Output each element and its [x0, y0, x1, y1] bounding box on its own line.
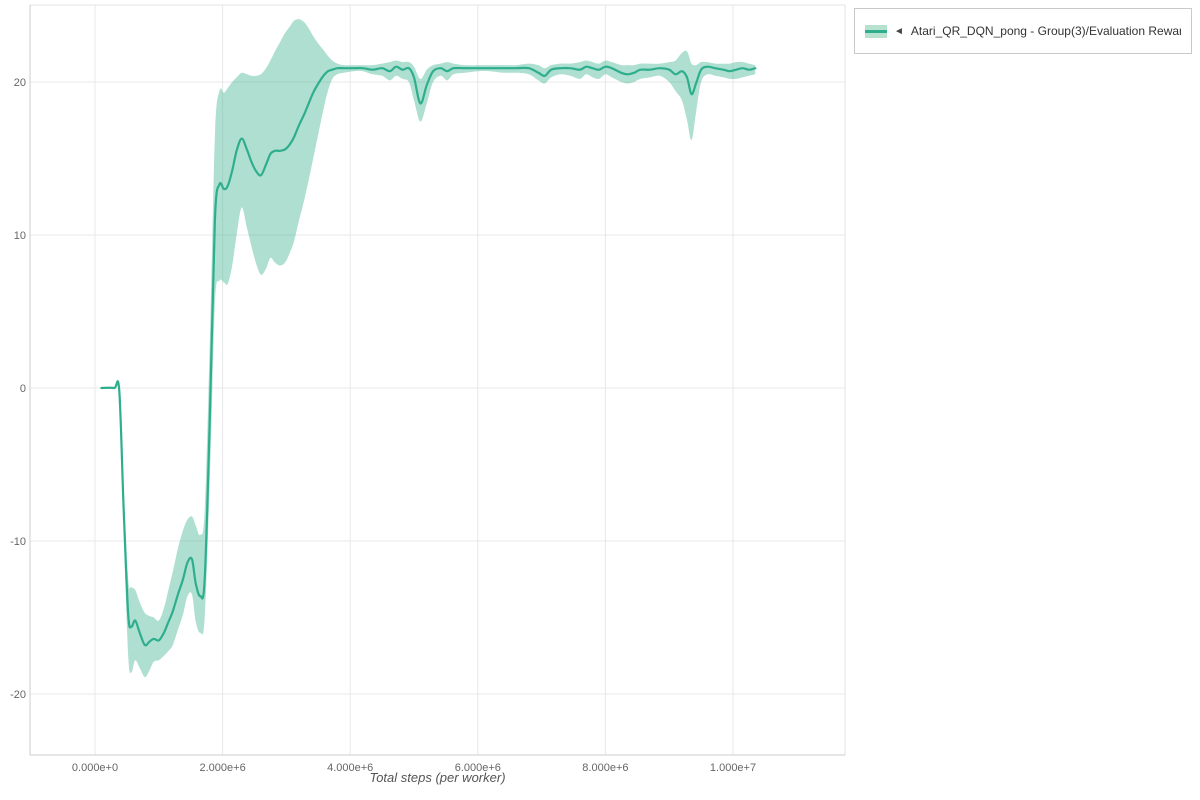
x-tick-label: 4.000e+6	[327, 762, 373, 774]
x-tick-label: 8.000e+6	[582, 762, 628, 774]
x-tick-label: 2.000e+6	[200, 762, 246, 774]
legend-collapse-icon[interactable]: ◄	[894, 25, 904, 37]
y-tick-label: 0	[20, 383, 26, 395]
legend-line-marker	[865, 24, 887, 38]
x-tick-label: 1.000e+7	[710, 762, 756, 774]
y-tick-label: -10	[10, 536, 26, 548]
y-tick-label: 10	[14, 230, 26, 242]
confidence-band	[101, 19, 756, 678]
mean-line	[100, 65, 757, 647]
y-tick-label: -20	[10, 689, 26, 701]
x-tick-label: 0.000e+0	[72, 762, 118, 774]
legend-box[interactable]: ◄ Atari_QR_DQN_pong - Group(3)/Evaluatio…	[854, 8, 1192, 54]
x-axis-label: Total steps (per worker)	[369, 770, 506, 785]
legend-line-sample	[865, 29, 887, 33]
legend-series-label: Atari_QR_DQN_pong - Group(3)/Evaluation …	[910, 24, 1181, 38]
y-tick-label: 20	[14, 77, 26, 89]
x-tick-label: 6.000e+6	[455, 762, 501, 774]
